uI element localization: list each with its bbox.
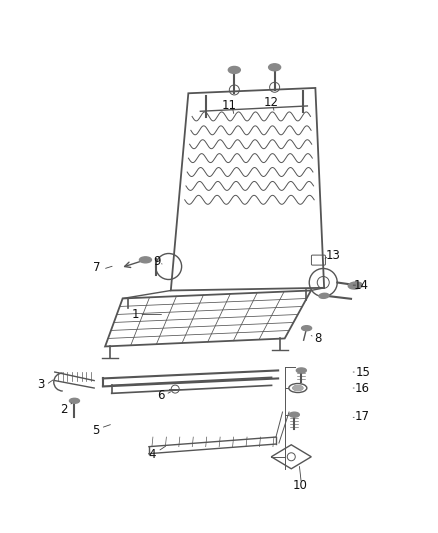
Text: 6: 6 xyxy=(157,389,165,402)
Ellipse shape xyxy=(268,64,281,71)
Text: 11: 11 xyxy=(222,99,237,112)
Ellipse shape xyxy=(290,412,299,417)
Text: 2: 2 xyxy=(60,403,67,416)
Text: 12: 12 xyxy=(263,96,278,109)
Text: 3: 3 xyxy=(37,378,44,391)
Text: 15: 15 xyxy=(355,366,370,378)
Ellipse shape xyxy=(139,257,152,263)
Text: 7: 7 xyxy=(93,261,101,274)
Text: 14: 14 xyxy=(354,279,369,292)
Text: 1: 1 xyxy=(132,308,140,321)
Text: 9: 9 xyxy=(153,255,161,268)
Ellipse shape xyxy=(348,282,362,289)
Ellipse shape xyxy=(297,368,306,373)
Text: 8: 8 xyxy=(314,332,321,345)
Text: 10: 10 xyxy=(293,479,308,491)
Text: 4: 4 xyxy=(148,448,156,461)
Ellipse shape xyxy=(70,398,79,403)
Ellipse shape xyxy=(319,293,329,298)
Text: 5: 5 xyxy=(92,424,99,437)
Text: 16: 16 xyxy=(355,382,370,394)
Text: 13: 13 xyxy=(325,249,340,262)
Text: 17: 17 xyxy=(355,410,370,423)
Ellipse shape xyxy=(302,326,311,330)
Ellipse shape xyxy=(293,385,303,391)
Ellipse shape xyxy=(228,67,240,74)
